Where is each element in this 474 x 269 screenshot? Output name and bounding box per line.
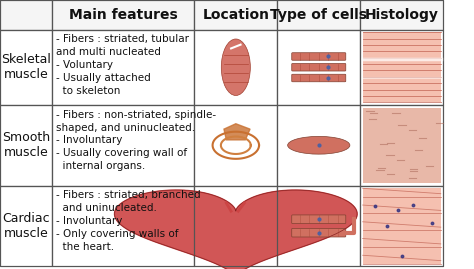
Bar <box>0 0 52 30</box>
FancyBboxPatch shape <box>292 74 346 82</box>
Bar <box>0 30 52 105</box>
Bar <box>52 105 194 186</box>
Bar <box>277 0 360 30</box>
Bar <box>277 30 360 105</box>
Bar <box>194 105 277 186</box>
Bar <box>52 186 194 266</box>
Bar <box>52 105 194 186</box>
Bar <box>194 186 277 266</box>
Text: Skeletal
muscle: Skeletal muscle <box>1 53 51 81</box>
Polygon shape <box>115 190 357 269</box>
Bar <box>360 0 443 30</box>
Bar <box>0 105 52 186</box>
Bar <box>52 186 194 266</box>
Bar <box>363 108 441 183</box>
Bar <box>277 186 360 266</box>
Bar <box>360 186 443 266</box>
Bar <box>363 32 441 102</box>
FancyBboxPatch shape <box>292 63 346 71</box>
Text: - Fibers : striated, tubular
and multi nucleated
- Voluntary
- Usually attached
: - Fibers : striated, tubular and multi n… <box>56 34 189 96</box>
Bar <box>360 0 443 30</box>
Bar <box>0 186 52 266</box>
Bar <box>52 0 194 30</box>
Bar <box>0 105 52 186</box>
Bar <box>277 186 360 266</box>
Bar <box>0 30 52 105</box>
Bar <box>194 30 277 105</box>
Text: Main features: Main features <box>69 8 178 22</box>
Text: Cardiac
muscle: Cardiac muscle <box>2 212 50 240</box>
FancyBboxPatch shape <box>292 53 346 60</box>
Ellipse shape <box>288 136 350 154</box>
Text: Smooth
muscle: Smooth muscle <box>2 131 50 159</box>
Bar <box>52 0 194 30</box>
Bar <box>360 30 443 105</box>
Text: Location: Location <box>202 8 269 22</box>
Text: Histology: Histology <box>365 8 438 22</box>
Bar <box>52 30 194 105</box>
FancyBboxPatch shape <box>292 228 346 237</box>
Bar <box>277 30 360 105</box>
Bar <box>360 105 443 186</box>
Bar <box>194 105 277 186</box>
Ellipse shape <box>221 39 250 95</box>
Bar <box>277 105 360 186</box>
Bar <box>360 105 443 186</box>
Bar <box>277 105 360 186</box>
Bar <box>363 188 441 264</box>
Text: Type of cells: Type of cells <box>270 8 367 22</box>
Bar <box>0 186 52 266</box>
Text: - Fibers : striated, branched
  and uninucleated.
- Involuntary
- Only covering : - Fibers : striated, branched and uninuc… <box>56 190 201 252</box>
Bar <box>194 186 277 266</box>
Polygon shape <box>224 124 250 140</box>
Bar <box>360 186 443 266</box>
Bar <box>360 30 443 105</box>
Bar <box>194 0 277 30</box>
Bar <box>194 0 277 30</box>
Text: - Fibers : non-striated, spindle-
shaped, and uninucleated.
- Involuntary
- Usua: - Fibers : non-striated, spindle- shaped… <box>56 110 216 171</box>
Bar <box>0 0 52 30</box>
Bar <box>52 30 194 105</box>
Bar <box>363 108 441 183</box>
Bar <box>194 30 277 105</box>
FancyBboxPatch shape <box>292 215 346 224</box>
Bar <box>277 0 360 30</box>
